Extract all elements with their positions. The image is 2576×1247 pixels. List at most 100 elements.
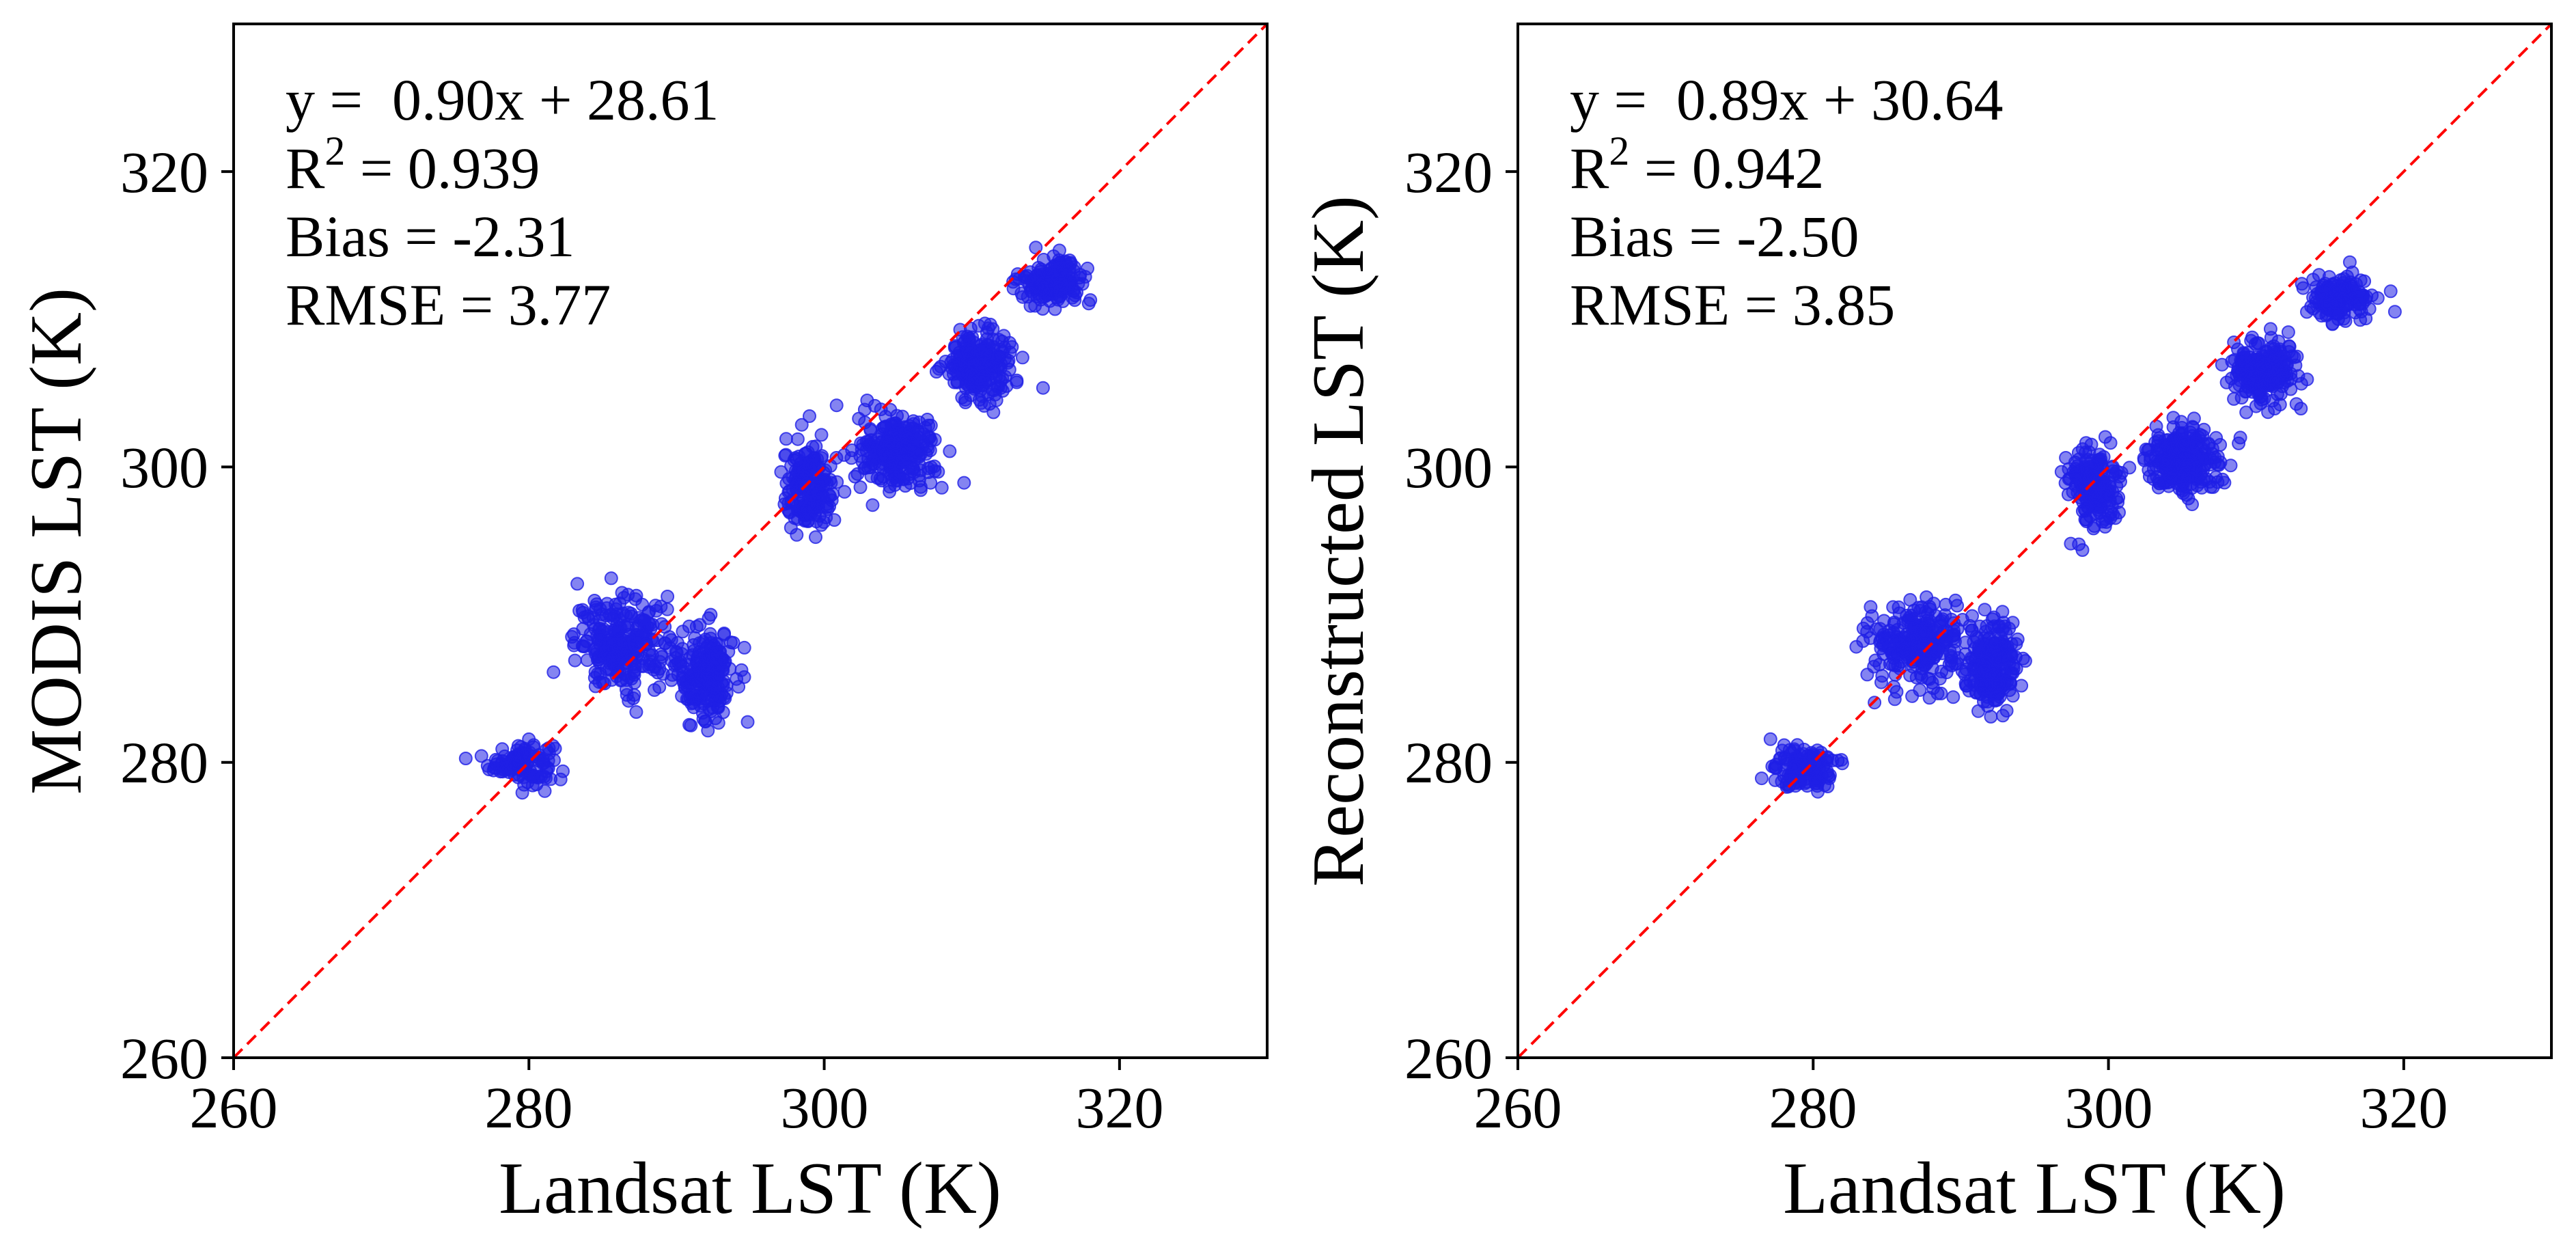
scatter-point	[580, 653, 594, 668]
scatter-point	[622, 670, 636, 684]
scatter-point	[2244, 358, 2258, 372]
scatter-point	[913, 483, 928, 497]
scatter-point	[881, 435, 894, 450]
scatter-point	[1066, 264, 1081, 278]
scatter-point	[1962, 683, 1976, 698]
scatter-point	[698, 715, 712, 728]
scatter-point	[2193, 428, 2207, 442]
scatter-point	[1946, 690, 1961, 704]
x-tick-label: 300	[781, 1075, 869, 1140]
scatter-point	[829, 398, 844, 413]
r-squared-value: = 0.942	[1629, 135, 1824, 201]
scatter-point	[556, 764, 570, 778]
scatter-point	[2004, 637, 2019, 651]
scatter-point	[928, 464, 942, 478]
scatter-point	[2357, 274, 2372, 288]
scatter-point	[2227, 392, 2241, 406]
scatter-point	[991, 350, 1006, 364]
scatter-point	[2294, 402, 2308, 415]
scatter-point	[723, 635, 738, 650]
one-to-one-line	[232, 23, 1269, 1059]
scatter-point	[790, 527, 804, 542]
scatter-point	[629, 705, 643, 719]
scatter-point	[1053, 260, 1067, 274]
scatter-point	[803, 494, 817, 508]
scatter-point	[732, 680, 746, 694]
scatter-point	[1877, 614, 1891, 628]
scatter-point	[2196, 463, 2210, 478]
scatter-point	[1820, 780, 1835, 793]
scatter-point	[790, 452, 804, 467]
scatter-point	[997, 329, 1011, 343]
scatter-point	[606, 612, 620, 626]
scatter-point	[684, 664, 698, 679]
scatter-point	[542, 746, 556, 760]
scatter-point	[2213, 455, 2228, 469]
scatter-point	[1948, 593, 1963, 607]
scatter-point	[734, 663, 749, 677]
scatter-point	[546, 665, 561, 679]
scatter-point	[2077, 502, 2092, 517]
scatter-point	[934, 480, 949, 495]
scatter-point	[1958, 635, 1973, 650]
scatter-point	[716, 663, 730, 678]
scatter-point	[1971, 704, 1985, 718]
scatter-point	[2075, 543, 2090, 557]
scatter-point	[1903, 592, 1917, 607]
scatter-point	[1999, 704, 2014, 718]
scatter-point	[1896, 643, 1911, 657]
scatter-point	[669, 644, 683, 659]
scatter-point	[629, 588, 643, 603]
scatter-point	[2274, 346, 2288, 361]
scatter-point	[661, 590, 675, 603]
scatter-point	[2296, 281, 2310, 295]
scatter-point	[624, 607, 638, 620]
scatter-point	[1042, 287, 1056, 301]
scatter-point	[740, 715, 755, 729]
scatter-point	[587, 642, 601, 657]
scatter-point	[711, 715, 725, 730]
scatter-point	[779, 432, 793, 446]
scatter-point	[1036, 381, 1050, 395]
scatter-point	[680, 692, 694, 707]
scatter-point	[2098, 430, 2112, 444]
scatter-point	[1015, 351, 1029, 365]
scatter-point	[2325, 316, 2340, 331]
scatter-point	[489, 761, 503, 776]
scatter-point	[2084, 437, 2099, 452]
scatter-point	[2177, 470, 2191, 484]
scatter-point	[2224, 371, 2239, 385]
scatter-point	[929, 365, 943, 379]
scatter-point	[2151, 434, 2165, 448]
x-axis-label: Landsat LST (K)	[499, 1148, 1001, 1229]
y-tick-label: 260	[1404, 1026, 1493, 1091]
scatter-point	[1874, 675, 1888, 689]
scatter-point	[676, 625, 690, 639]
scatter-point	[2151, 480, 2165, 495]
scatter-point	[967, 356, 982, 370]
r-squared-value: = 0.939	[345, 135, 540, 201]
scatter-point	[2092, 456, 2106, 471]
scatter-point	[1994, 651, 2008, 666]
scatter-point	[1913, 603, 1927, 618]
scatter-point	[2166, 441, 2180, 456]
scatter-point	[605, 635, 618, 649]
scatter-point	[865, 498, 880, 512]
scatter-point	[577, 610, 592, 625]
scatter-point	[499, 755, 513, 769]
scatter-point	[803, 409, 816, 423]
scatter-point	[853, 480, 868, 494]
scatter-point	[2106, 468, 2120, 482]
scatter-point	[848, 469, 862, 484]
scatter-points	[458, 241, 1098, 800]
r-squared-superscript: 2	[324, 128, 345, 174]
scatter-point	[617, 590, 631, 605]
scatter-point	[712, 694, 727, 708]
equation-text: y = 0.89x + 30.64	[1570, 67, 2004, 133]
scatter-point	[890, 409, 904, 423]
scatter-point	[649, 603, 663, 618]
scatter-point	[1800, 779, 1814, 793]
scatter-point	[2106, 507, 2120, 521]
scatter-point	[892, 454, 906, 469]
scatter-point	[695, 688, 709, 702]
